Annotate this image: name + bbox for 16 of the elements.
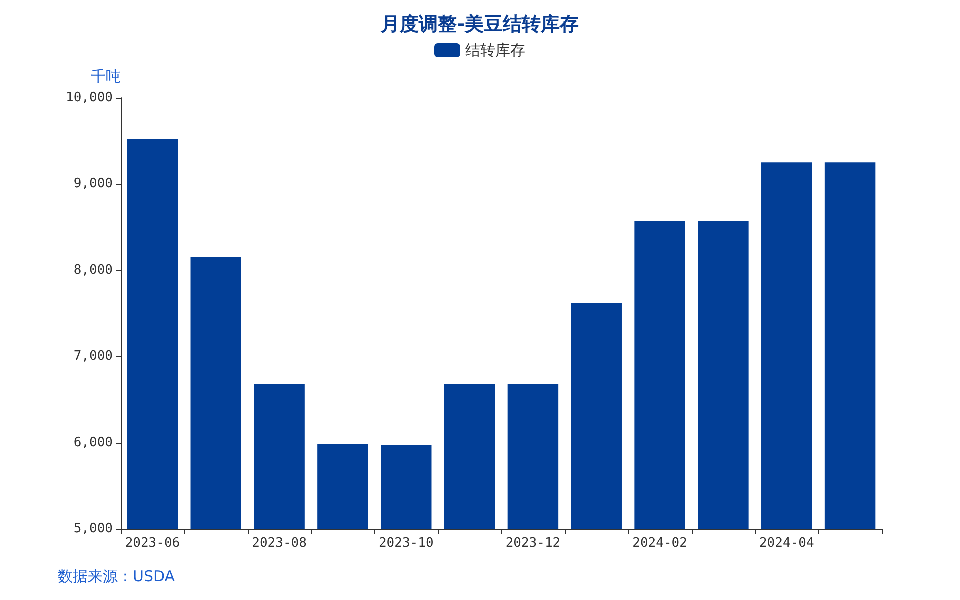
x-tick-label: 2024-02 [632,536,688,551]
x-tick-label: 2023-08 [252,536,307,551]
x-tick-label: 2023-12 [506,536,561,551]
legend-label: 结转库存 [466,42,526,60]
source-note: 数据来源：USDA [58,568,176,586]
y-tick-label: 6,000 [74,435,113,450]
y-axis-title: 千吨 [91,68,121,86]
x-tick-label: 2023-10 [378,536,434,551]
y-tick-label: 9,000 [74,176,113,192]
x-tick-label: 2024-04 [759,536,814,551]
y-tick-label: 8,000 [74,262,113,278]
x-tick-label: 2023-06 [125,536,180,551]
chart-title: 月度调整-美豆结转库存 [380,14,579,36]
y-tick-label: 10,000 [66,90,113,106]
y-tick-label: 5,000 [74,522,113,536]
y-tick-label: 7,000 [74,349,113,364]
